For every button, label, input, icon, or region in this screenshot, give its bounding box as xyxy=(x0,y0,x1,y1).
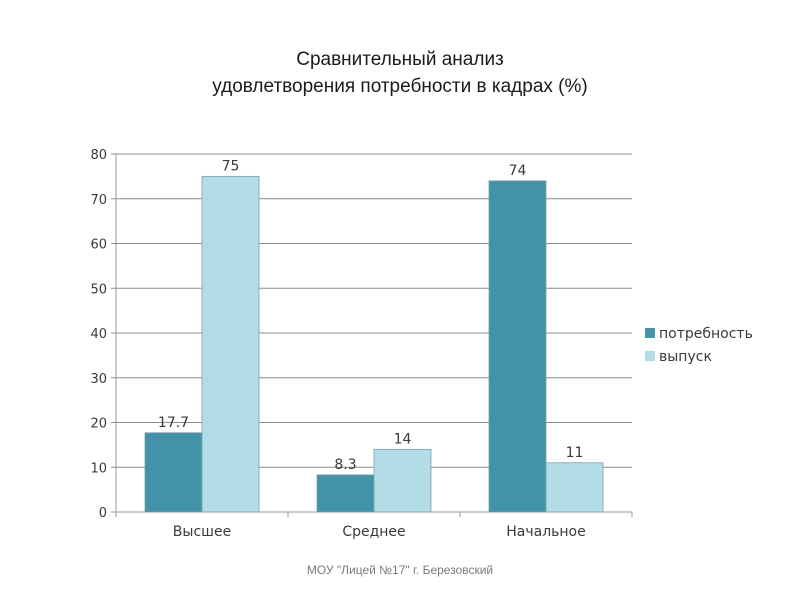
data-label: 75 xyxy=(222,158,240,174)
footer-text: МОУ "Лицей №17" г. Березовский xyxy=(306,563,494,577)
y-axis: 0 10 20 30 40 50 60 70 80 xyxy=(90,148,117,521)
x-tick-label: Начальное xyxy=(506,524,586,540)
legend-label: выпуск xyxy=(659,349,712,365)
bars: 17.7 75 8.3 14 74 11 xyxy=(144,158,604,513)
y-tick-label: 80 xyxy=(90,148,107,163)
legend-swatch xyxy=(645,351,655,361)
bar-output xyxy=(373,448,432,513)
bar-output xyxy=(201,175,260,513)
y-tick-label: 20 xyxy=(90,417,107,432)
bar-need xyxy=(316,474,375,513)
legend: потребность выпуск xyxy=(645,326,753,365)
legend-swatch xyxy=(645,328,655,338)
bar-need xyxy=(488,180,547,513)
x-axis: Высшее Среднее Начальное xyxy=(115,512,633,540)
chart-title-line-1: Сравнительный анализ xyxy=(296,49,504,70)
bar-output xyxy=(545,462,604,513)
x-tick-label: Высшее xyxy=(173,524,231,540)
y-tick-label: 70 xyxy=(90,193,107,208)
chart-title-line-2: удовлетворения потребности в кадрах (%) xyxy=(212,76,588,97)
data-label: 8.3 xyxy=(334,457,356,473)
x-tick-label: Среднее xyxy=(342,524,405,540)
data-label: 74 xyxy=(509,163,527,179)
y-tick-label: 30 xyxy=(90,372,107,387)
bar-need xyxy=(144,432,203,513)
data-label: 17.7 xyxy=(158,415,189,431)
y-tick-label: 60 xyxy=(90,238,107,253)
data-label: 14 xyxy=(394,431,412,447)
y-tick-label: 0 xyxy=(99,506,107,521)
data-label: 11 xyxy=(566,445,584,461)
y-tick-label: 40 xyxy=(90,327,107,342)
y-tick-label: 50 xyxy=(90,282,107,297)
y-tick-label: 10 xyxy=(90,461,107,476)
chart-title: Сравнительный анализ удовлетворения потр… xyxy=(0,46,800,100)
legend-label: потребность xyxy=(659,326,753,342)
